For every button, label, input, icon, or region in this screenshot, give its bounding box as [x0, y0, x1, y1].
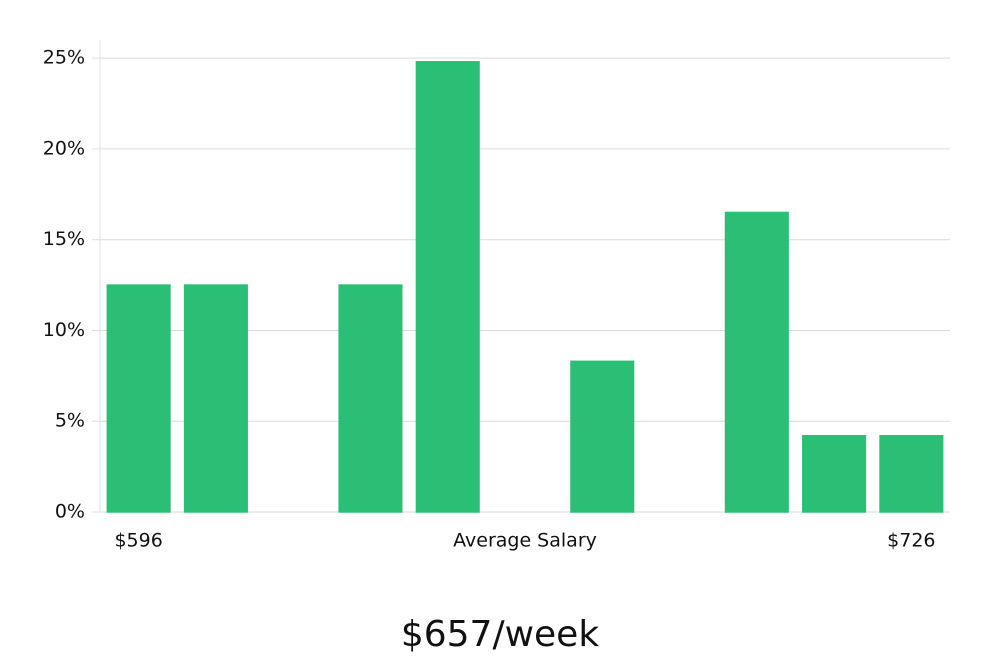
y-tick-label: 25% — [43, 47, 85, 69]
x-tick-label: $726 — [887, 530, 935, 552]
bar — [338, 284, 403, 513]
bar — [570, 360, 635, 513]
y-tick-label: 20% — [43, 137, 85, 159]
y-tick-label: 15% — [43, 228, 85, 250]
bar — [724, 211, 789, 513]
bar — [183, 284, 248, 513]
bar — [802, 435, 867, 513]
bar — [106, 284, 171, 513]
bar — [415, 61, 480, 513]
y-tick-label: 10% — [43, 319, 85, 341]
x-tick-label: $596 — [114, 530, 162, 552]
x-axis-label: Average Salary — [453, 530, 597, 552]
y-tick-label: 5% — [55, 410, 85, 432]
subtitle: $657/week — [401, 614, 599, 655]
y-tick-label: 0% — [55, 501, 85, 523]
bar — [879, 435, 944, 513]
